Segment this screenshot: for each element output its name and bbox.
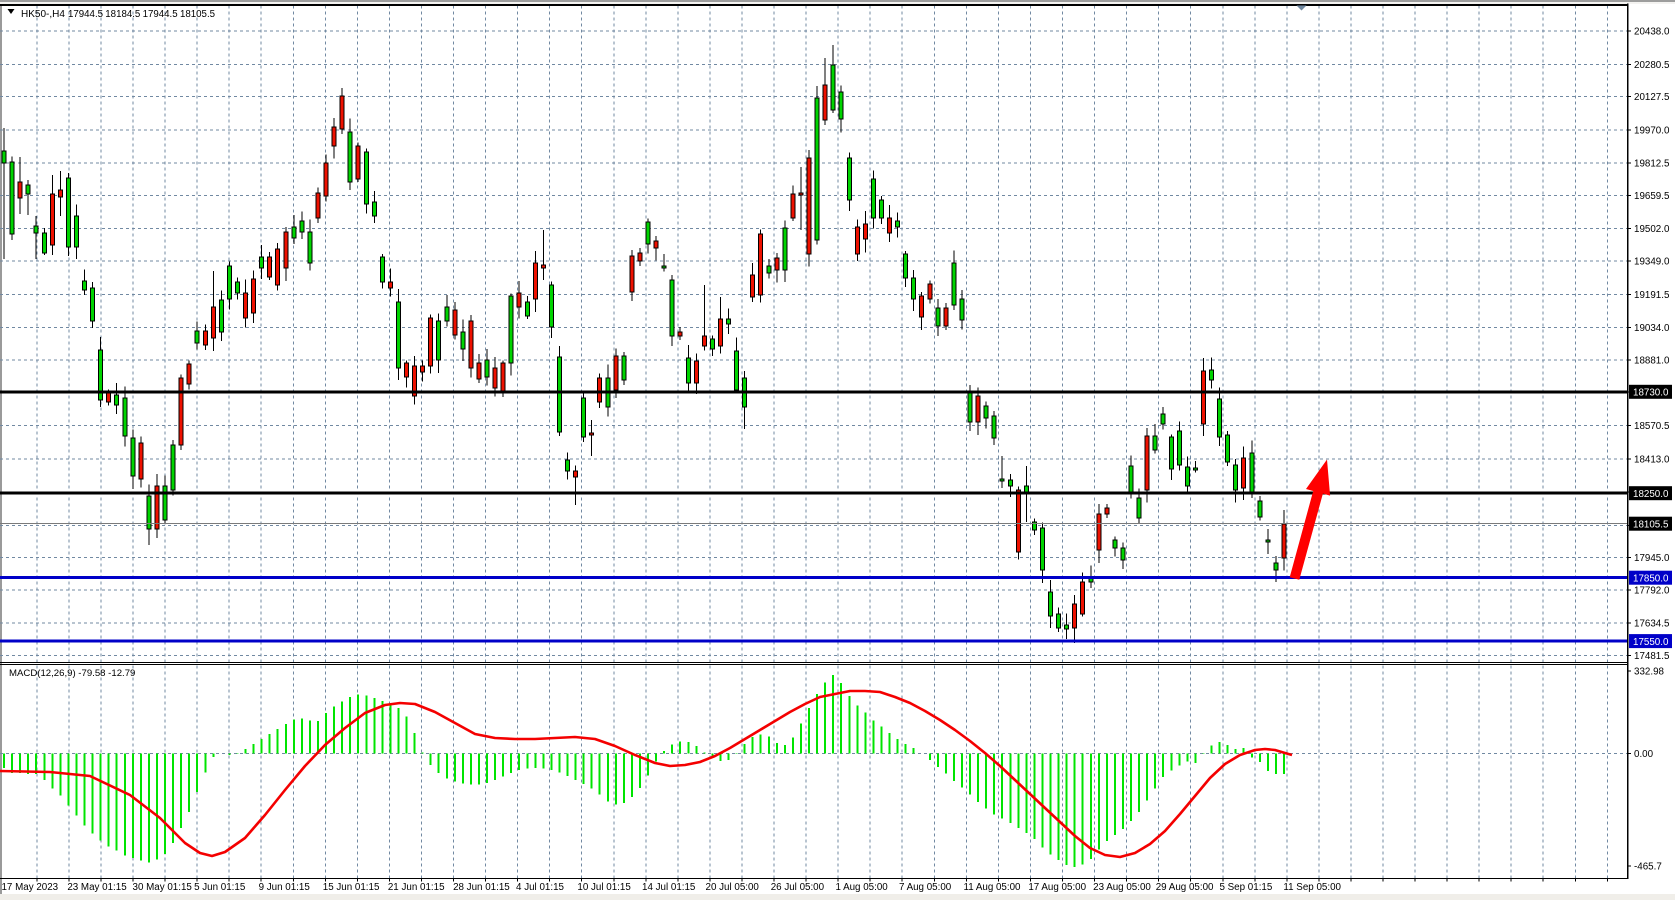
svg-text:18730.0: 18730.0 xyxy=(1633,388,1669,399)
svg-text:26 Jul 05:00: 26 Jul 05:00 xyxy=(771,882,825,893)
svg-text:20438.0: 20438.0 xyxy=(1634,27,1670,38)
svg-text:11 Aug 05:00: 11 Aug 05:00 xyxy=(963,882,1021,893)
svg-text:4 Jul 01:15: 4 Jul 01:15 xyxy=(516,882,564,893)
svg-text:5 Sep 01:15: 5 Sep 01:15 xyxy=(1219,882,1272,893)
svg-text:14 Jul 01:15: 14 Jul 01:15 xyxy=(642,882,696,893)
svg-text:17 Aug 05:00: 17 Aug 05:00 xyxy=(1028,882,1086,893)
svg-text:-465.7: -465.7 xyxy=(1634,862,1662,873)
svg-text:9 Jun 01:15: 9 Jun 01:15 xyxy=(259,882,311,893)
svg-text:23 Aug 05:00: 23 Aug 05:00 xyxy=(1093,882,1151,893)
svg-text:17550.0: 17550.0 xyxy=(1633,637,1669,648)
svg-text:19349.0: 19349.0 xyxy=(1634,257,1670,268)
svg-text:7 Aug 05:00: 7 Aug 05:00 xyxy=(899,882,952,893)
svg-text:11 Sep 05:00: 11 Sep 05:00 xyxy=(1283,882,1341,893)
svg-text:23 May 01:15: 23 May 01:15 xyxy=(67,882,127,893)
svg-text:10 Jul 01:15: 10 Jul 01:15 xyxy=(577,882,631,893)
svg-text:20 Jul 05:00: 20 Jul 05:00 xyxy=(706,882,760,893)
svg-text:1 Aug 05:00: 1 Aug 05:00 xyxy=(835,882,888,893)
svg-text:18881.0: 18881.0 xyxy=(1634,355,1670,366)
svg-text:19970.0: 19970.0 xyxy=(1634,125,1670,136)
svg-text:18250.0: 18250.0 xyxy=(1633,489,1669,500)
svg-text:18105.5: 18105.5 xyxy=(1633,519,1669,530)
svg-text:30 May 01:15: 30 May 01:15 xyxy=(133,882,193,893)
svg-text:18570.5: 18570.5 xyxy=(1634,421,1670,432)
svg-text:18105.5: 18105.5 xyxy=(180,9,215,20)
svg-text:19191.5: 19191.5 xyxy=(1634,290,1670,301)
svg-text:18184.5: 18184.5 xyxy=(105,9,140,20)
svg-text:15 Jun 01:15: 15 Jun 01:15 xyxy=(323,882,380,893)
svg-text:19034.0: 19034.0 xyxy=(1634,323,1670,334)
svg-text:29 Aug 05:00: 29 Aug 05:00 xyxy=(1156,882,1214,893)
svg-text:17481.5: 17481.5 xyxy=(1634,651,1670,662)
svg-text:MACD(12,26,9) -79.58 -12.79: MACD(12,26,9) -79.58 -12.79 xyxy=(9,668,135,679)
svg-text:18413.0: 18413.0 xyxy=(1634,454,1670,465)
svg-text:17850.0: 17850.0 xyxy=(1633,573,1669,584)
svg-text:19812.5: 19812.5 xyxy=(1634,159,1670,170)
svg-text:21 Jun 01:15: 21 Jun 01:15 xyxy=(388,882,445,893)
svg-text:332.98: 332.98 xyxy=(1634,667,1665,678)
svg-text:17944.5: 17944.5 xyxy=(68,9,103,20)
svg-text:5 Jun 01:15: 5 Jun 01:15 xyxy=(194,882,246,893)
svg-text:17944.5: 17944.5 xyxy=(143,9,178,20)
svg-text:0.00: 0.00 xyxy=(1634,749,1654,760)
svg-text:17945.0: 17945.0 xyxy=(1634,553,1670,564)
svg-text:17792.0: 17792.0 xyxy=(1634,585,1670,596)
svg-text:28 Jun 01:15: 28 Jun 01:15 xyxy=(453,882,510,893)
svg-text:HK50-,H4: HK50-,H4 xyxy=(21,9,65,20)
svg-text:17 May 2023: 17 May 2023 xyxy=(1,882,58,893)
svg-text:19659.5: 19659.5 xyxy=(1634,191,1670,202)
svg-text:20280.5: 20280.5 xyxy=(1634,60,1670,71)
svg-text:20127.5: 20127.5 xyxy=(1634,92,1670,103)
svg-text:19502.0: 19502.0 xyxy=(1634,224,1670,235)
svg-text:17634.5: 17634.5 xyxy=(1634,619,1670,630)
